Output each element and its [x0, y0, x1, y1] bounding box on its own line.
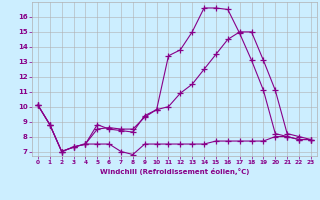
X-axis label: Windchill (Refroidissement éolien,°C): Windchill (Refroidissement éolien,°C) [100, 168, 249, 175]
